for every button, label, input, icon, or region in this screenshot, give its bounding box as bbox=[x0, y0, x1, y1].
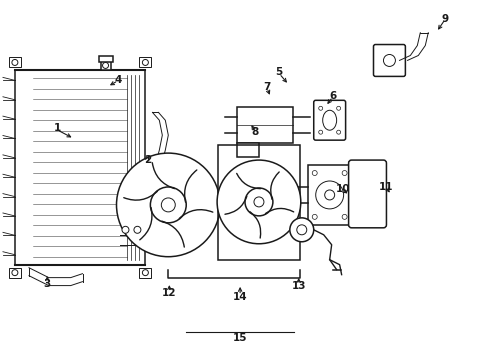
Circle shape bbox=[143, 270, 148, 276]
Bar bbox=[237, 143, 259, 157]
Text: 2: 2 bbox=[144, 155, 151, 165]
FancyArrowPatch shape bbox=[162, 221, 184, 247]
Circle shape bbox=[143, 59, 148, 66]
FancyBboxPatch shape bbox=[348, 160, 387, 228]
FancyArrowPatch shape bbox=[140, 208, 152, 240]
Text: 11: 11 bbox=[379, 182, 394, 192]
Ellipse shape bbox=[384, 54, 395, 67]
FancyArrowPatch shape bbox=[237, 174, 261, 189]
Circle shape bbox=[12, 270, 18, 276]
FancyBboxPatch shape bbox=[314, 100, 345, 140]
FancyArrowPatch shape bbox=[124, 191, 157, 200]
Bar bbox=[15, 71, 146, 265]
Text: 9: 9 bbox=[441, 14, 449, 24]
Circle shape bbox=[150, 187, 186, 223]
Circle shape bbox=[297, 225, 307, 235]
Bar bbox=[140, 268, 151, 278]
Text: 7: 7 bbox=[263, 82, 270, 92]
Circle shape bbox=[134, 226, 141, 233]
FancyArrowPatch shape bbox=[179, 210, 213, 219]
Text: 1: 1 bbox=[53, 123, 61, 133]
Circle shape bbox=[318, 130, 323, 134]
Circle shape bbox=[161, 198, 175, 212]
Circle shape bbox=[342, 214, 347, 219]
Circle shape bbox=[245, 188, 273, 216]
Circle shape bbox=[342, 171, 347, 176]
Text: 14: 14 bbox=[233, 292, 247, 302]
Text: 10: 10 bbox=[335, 184, 350, 194]
Circle shape bbox=[316, 181, 343, 209]
FancyArrowPatch shape bbox=[250, 212, 261, 238]
FancyArrowPatch shape bbox=[270, 172, 279, 199]
FancyArrowPatch shape bbox=[185, 170, 197, 202]
Bar bbox=[140, 58, 151, 67]
Bar bbox=[9, 268, 21, 278]
Bar bbox=[100, 60, 111, 71]
Circle shape bbox=[312, 171, 317, 176]
Circle shape bbox=[312, 214, 317, 219]
Bar bbox=[9, 58, 21, 67]
Bar bbox=[98, 57, 113, 62]
FancyArrowPatch shape bbox=[225, 196, 247, 214]
Text: 13: 13 bbox=[292, 281, 306, 291]
Text: 4: 4 bbox=[114, 75, 122, 85]
Circle shape bbox=[117, 153, 220, 257]
Text: 5: 5 bbox=[275, 67, 283, 77]
Text: 12: 12 bbox=[162, 288, 176, 298]
Circle shape bbox=[290, 218, 314, 242]
Bar bbox=[218, 145, 300, 260]
Bar bbox=[237, 107, 293, 143]
Circle shape bbox=[254, 197, 264, 207]
Ellipse shape bbox=[323, 110, 337, 130]
Circle shape bbox=[122, 226, 129, 233]
Circle shape bbox=[337, 130, 341, 134]
Bar bbox=[308, 165, 352, 225]
Circle shape bbox=[217, 160, 301, 244]
Circle shape bbox=[337, 106, 341, 110]
Text: 15: 15 bbox=[233, 333, 247, 343]
Circle shape bbox=[318, 106, 323, 110]
Bar bbox=[218, 197, 232, 213]
Circle shape bbox=[12, 59, 18, 66]
Text: 8: 8 bbox=[251, 127, 258, 136]
FancyBboxPatch shape bbox=[373, 45, 405, 76]
FancyArrowPatch shape bbox=[266, 208, 294, 213]
Text: 3: 3 bbox=[44, 279, 51, 289]
Text: 6: 6 bbox=[329, 91, 337, 101]
FancyArrowPatch shape bbox=[152, 163, 174, 189]
Circle shape bbox=[102, 62, 108, 68]
Circle shape bbox=[325, 190, 335, 200]
